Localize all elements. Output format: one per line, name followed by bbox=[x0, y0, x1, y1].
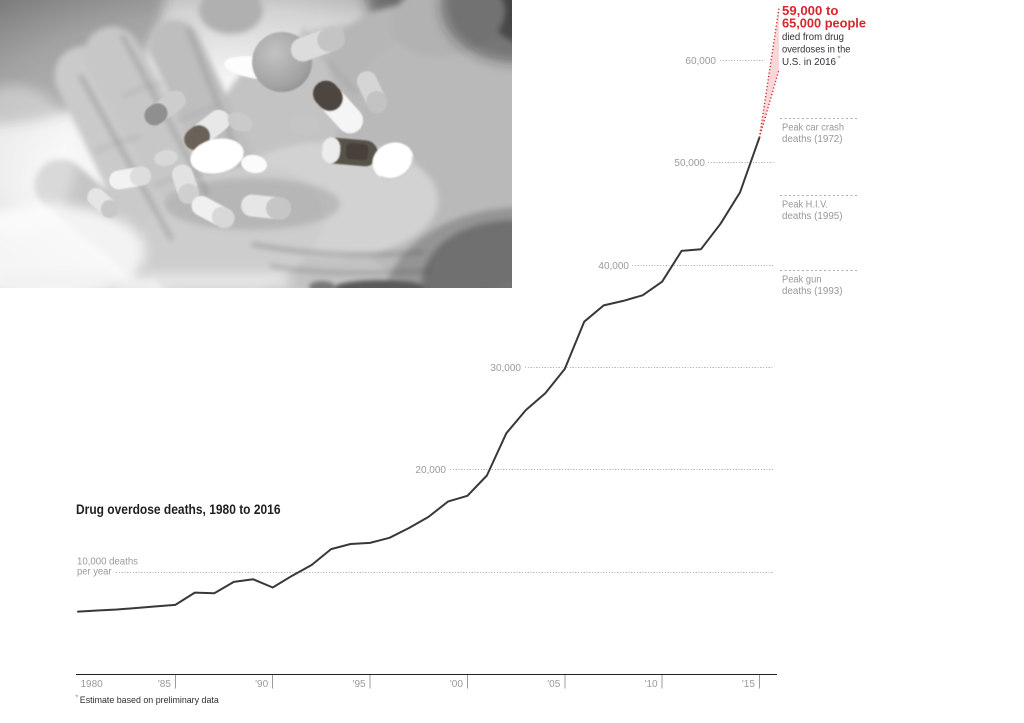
svg-text:'95: '95 bbox=[353, 679, 366, 690]
svg-text:20,000: 20,000 bbox=[415, 465, 446, 476]
svg-text:deaths (1972): deaths (1972) bbox=[782, 134, 843, 145]
svg-text:1980: 1980 bbox=[81, 679, 104, 690]
svg-text:40,000: 40,000 bbox=[598, 261, 629, 272]
svg-text:Peak H.I.V.: Peak H.I.V. bbox=[782, 200, 828, 211]
svg-text:'10: '10 bbox=[645, 679, 658, 690]
svg-text:60,000: 60,000 bbox=[685, 56, 716, 67]
svg-text:Peak car crash: Peak car crash bbox=[782, 123, 844, 134]
svg-text:*: * bbox=[838, 55, 841, 64]
svg-text:*: * bbox=[75, 694, 78, 703]
svg-text:'85: '85 bbox=[158, 679, 171, 690]
svg-text:10,000 deaths: 10,000 deaths bbox=[77, 557, 138, 568]
svg-text:Drug overdose deaths, 1980 to: Drug overdose deaths, 1980 to 2016 bbox=[76, 501, 281, 517]
svg-text:50,000: 50,000 bbox=[674, 158, 705, 169]
svg-text:'05: '05 bbox=[547, 679, 560, 690]
svg-text:deaths (1995): deaths (1995) bbox=[782, 211, 843, 222]
svg-text:65,000 people: 65,000 people bbox=[782, 16, 866, 30]
svg-text:overdoses in the: overdoses in the bbox=[782, 45, 851, 56]
svg-text:U.S. in 2016: U.S. in 2016 bbox=[782, 57, 836, 68]
svg-text:Peak gun: Peak gun bbox=[782, 275, 822, 286]
svg-text:Estimate based on preliminary: Estimate based on preliminary data bbox=[80, 695, 220, 706]
svg-text:'00: '00 bbox=[450, 679, 463, 690]
svg-text:died from drug: died from drug bbox=[782, 32, 844, 43]
svg-text:59,000 to: 59,000 to bbox=[782, 4, 839, 18]
svg-text:'90: '90 bbox=[255, 679, 268, 690]
svg-text:'15: '15 bbox=[742, 679, 755, 690]
svg-text:deaths (1993): deaths (1993) bbox=[782, 286, 843, 297]
svg-text:30,000: 30,000 bbox=[490, 363, 521, 374]
svg-text:per year: per year bbox=[77, 567, 112, 578]
